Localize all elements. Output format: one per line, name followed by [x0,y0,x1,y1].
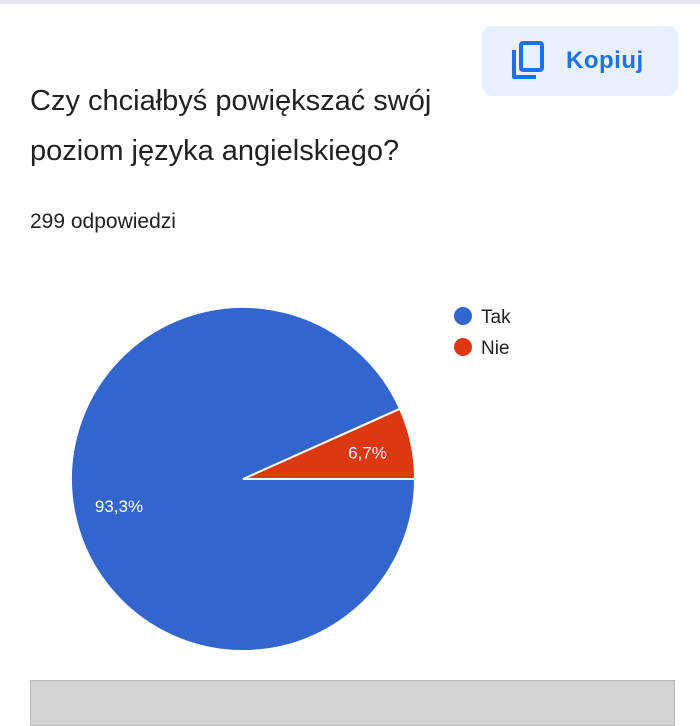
pie-slice-tak[interactable] [70,306,417,652]
pie-label-nie: 6,7% [348,443,387,462]
pie-label-tak: 93,3% [95,497,143,516]
question-title-line-1: Czy chciałbyś powiększać swój [30,85,432,117]
pie-chart: 6,7% 93,3% Tak Nie [70,306,511,652]
legend-label-nie: Nie [481,338,510,359]
copy-button[interactable]: Kopiuj [482,26,678,96]
next-card-edge [30,680,675,726]
legend-label-tak: Tak [481,307,511,328]
legend-marker-nie [454,338,472,356]
window-top-edge [0,0,700,4]
pie-labels: 6,7% 93,3% [95,443,387,516]
question-title: Czy chciałbyś powiększać swój poziom jęz… [30,76,480,176]
copy-button-label: Kopiuj [566,47,644,74]
pie-slices [70,306,417,652]
legend-marker-tak [454,307,472,325]
responses-count: 299 odpowiedzi [30,210,176,233]
copy-icon [512,41,544,79]
chart-legend: Tak Nie [454,307,511,359]
question-title-line-2: poziom języka angielskiego? [30,135,400,167]
